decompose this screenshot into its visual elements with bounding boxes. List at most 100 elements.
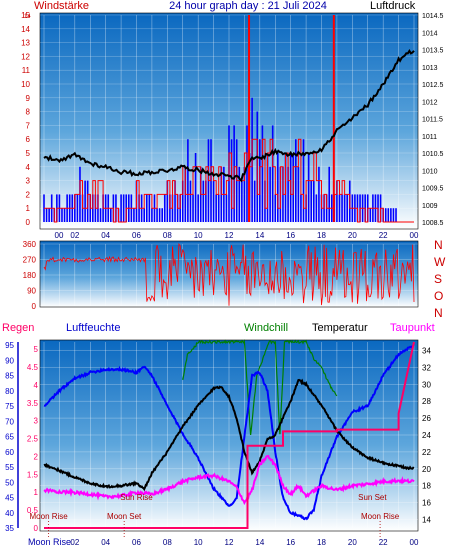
header-right-label: Luftdruck <box>370 0 416 12</box>
hour-tick-label: 20 <box>348 538 357 547</box>
wind-tick-label: 3 <box>26 177 31 186</box>
wind-tick-label: 14 <box>21 25 30 34</box>
chart-title: 24 hour graph day : 21 Juli 2024 <box>169 0 327 12</box>
astro-label: Moon Rise <box>30 512 69 521</box>
humidity-tick-label: 35 <box>5 524 14 533</box>
temperature-tick-label: 20 <box>422 465 431 474</box>
header-left-label: Windstärke <box>34 0 89 12</box>
pressure-line <box>43 49 415 183</box>
humidity-tick-label: 60 <box>5 448 14 457</box>
hour-tick-label: 10 <box>194 231 203 240</box>
hour-tick-label: 02 <box>70 538 79 547</box>
windchill-label: Windchill <box>244 322 288 334</box>
rain-tick-label: 3.5 <box>27 399 39 408</box>
wind-tick-label: 15 <box>21 11 30 20</box>
pressure-tick-label: 1008.5 <box>422 220 444 227</box>
humidity-tick-label: 75 <box>5 402 14 411</box>
humidity-tick-label: 65 <box>5 433 14 442</box>
temperature-axes: 3540455055606570758085909500.511.522.533… <box>5 341 431 547</box>
hour-tick-label: 14 <box>255 538 264 547</box>
windchill-line <box>182 339 338 435</box>
wind-tick-label: 13 <box>21 39 30 48</box>
rain-tick-label: 4.5 <box>27 363 39 372</box>
temperature-series <box>43 339 415 529</box>
hour-tick-label: 16 <box>286 231 295 240</box>
compass-label: N <box>434 238 443 252</box>
astro-label: Moon Rise <box>361 512 400 521</box>
hour-tick-label: 12 <box>225 538 234 547</box>
direction-tick-label: 360 <box>23 240 37 249</box>
rain-tick-label: 2.5 <box>27 435 39 444</box>
rain-tick-label: 5 <box>34 345 39 354</box>
pressure-tick-label: 1014.5 <box>422 13 444 20</box>
rain-tick-label: 4 <box>34 381 39 390</box>
wind-tick-label: 6 <box>26 135 31 144</box>
hour-tick-label: 02 <box>70 231 79 240</box>
direction-tick-label: 270 <box>23 256 37 265</box>
wind-tick-label: 12 <box>21 52 30 61</box>
pressure-tick-label: 1012.5 <box>422 82 444 89</box>
wind-direction-line <box>43 243 415 306</box>
direction-tick-label: 0 <box>32 302 37 311</box>
dewpoint-label: Taupunkt <box>390 322 435 334</box>
wind-tick-label: 10 <box>21 80 30 89</box>
hour-tick-label: 16 <box>286 538 295 547</box>
humidity-tick-label: 50 <box>5 478 14 487</box>
direction-tick-label: 90 <box>27 287 36 296</box>
hour-tick-label: 14 <box>255 231 264 240</box>
humidity-tick-label: 80 <box>5 387 14 396</box>
humidity-tick-label: 90 <box>5 356 14 365</box>
compass-label: N <box>434 306 443 320</box>
humidity-label: Luftfeuchte <box>66 322 120 334</box>
hour-tick-label: 18 <box>317 231 326 240</box>
wind-tick-label: 5 <box>26 149 31 158</box>
temperature-tick-label: 34 <box>422 346 431 355</box>
pressure-tick-label: 1013.5 <box>422 48 444 55</box>
pressure-tick-label: 1009 <box>422 203 438 210</box>
compass-label: W <box>434 255 446 269</box>
wind-tick-label: 7 <box>26 121 31 130</box>
temperature-tick-label: 22 <box>422 448 431 457</box>
rain-line <box>44 341 415 529</box>
hour-tick-label: 20 <box>348 231 357 240</box>
wind-tick-label: 11 <box>22 66 31 75</box>
pressure-tick-label: 1013 <box>422 65 438 72</box>
temperature-tick-label: 26 <box>422 414 431 423</box>
rain-tick-label: 0.5 <box>27 506 39 515</box>
humidity-tick-label: 70 <box>5 417 14 426</box>
bottom-corner-label: Moon Rise <box>28 537 71 547</box>
rain-tick-label: 3 <box>34 417 39 426</box>
hour-tick-label: 00 <box>410 538 419 547</box>
hour-tick-label: 08 <box>163 538 172 547</box>
temperature-tick-label: 24 <box>422 431 431 440</box>
pressure-tick-label: 1010.5 <box>422 151 444 158</box>
rain-tick-label: 2 <box>34 452 39 461</box>
astro-label: Sun Rise <box>120 493 153 502</box>
wind-tick-label: 0 <box>26 218 31 227</box>
temperature-label: Temperatur <box>312 322 368 334</box>
humidity-tick-label: 95 <box>5 341 14 350</box>
rain-tick-label: 1.5 <box>27 470 39 479</box>
pressure-tick-label: 1010 <box>422 168 438 175</box>
pressure-tick-label: 1014 <box>422 30 438 37</box>
hour-tick-label: 22 <box>379 231 388 240</box>
humidity-tick-label: 85 <box>5 372 14 381</box>
hour-tick-label: 22 <box>379 538 388 547</box>
hour-tick-label: 08 <box>163 231 172 240</box>
direction-tick-label: 180 <box>23 271 37 280</box>
compass-label: S <box>434 272 442 286</box>
dewpoint-line <box>43 454 415 506</box>
hour-tick-label: 06 <box>132 538 141 547</box>
astro-label: Moon Set <box>107 512 142 521</box>
wind-top-tick-label: 14 <box>24 14 31 20</box>
hour-tick-label: 00 <box>410 231 419 240</box>
wind-tick-label: 4 <box>26 163 31 172</box>
pressure-tick-label: 1011 <box>422 134 437 141</box>
hour-tick-label: 06 <box>132 231 141 240</box>
astro-label: Sun Set <box>358 493 387 502</box>
hour-tick-label: 04 <box>101 231 110 240</box>
temperature-tick-label: 16 <box>422 499 431 508</box>
wind-speed-line <box>44 138 414 223</box>
